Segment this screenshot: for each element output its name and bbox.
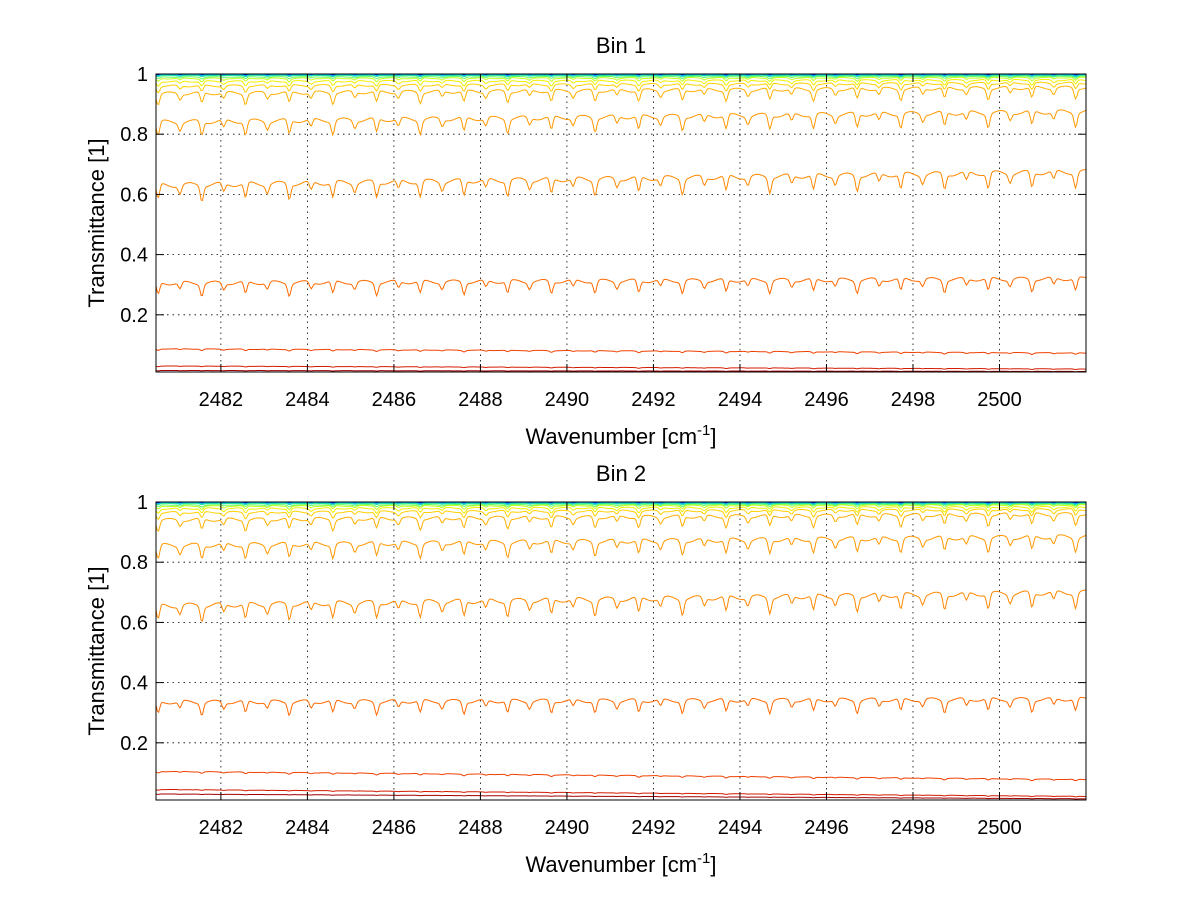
- x-tick-label: 2498: [891, 817, 936, 839]
- x-tick-label: 2488: [458, 389, 503, 411]
- y-tick-label: 1: [137, 64, 148, 86]
- x-axis-label-superscript: -1: [697, 422, 710, 439]
- y-tick-label: 0.2: [120, 733, 148, 755]
- x-tick-label: 2484: [285, 817, 330, 839]
- series-line-4: [155, 74, 1087, 78]
- x-tick-label: 2496: [804, 817, 849, 839]
- series-line-13: [155, 770, 1087, 782]
- series-line-14: [155, 365, 1087, 370]
- x-axis-label-superscript: -1: [697, 850, 710, 867]
- series-line-6: [155, 504, 1087, 510]
- series-line-4: [155, 502, 1087, 506]
- x-tick-label: 2488: [458, 817, 503, 839]
- x-axis-label: Wavenumber [cm-1]: [525, 422, 716, 449]
- series-line-10: [155, 109, 1087, 137]
- x-axis-label-text: Wavenumber [cm: [525, 852, 697, 877]
- y-tick-label: 0.4: [120, 245, 148, 267]
- x-tick-label: 2490: [545, 817, 590, 839]
- series-line-5: [155, 75, 1087, 80]
- y-tick-label: 0.8: [120, 124, 148, 146]
- series-line-15: [155, 369, 1087, 373]
- series-line-7: [155, 78, 1087, 87]
- series-line-13: [155, 348, 1087, 355]
- series-line-3: [155, 502, 1087, 505]
- x-tick-label: 2494: [718, 389, 763, 411]
- axes-box: [155, 501, 1087, 801]
- x-axis-label-end: ]: [710, 424, 716, 449]
- x-tick-label: 2496: [804, 389, 849, 411]
- x-axis-label-text: Wavenumber [cm: [525, 424, 697, 449]
- y-tick-label: 0.4: [120, 673, 148, 695]
- chart-panel-bin-2: Bin 2 2482 2484 2486 2488 2490 2492 2494 2496 24…: [84, 461, 1087, 877]
- x-tick-label: 2482: [199, 389, 244, 411]
- y-axis-label: Transmittance [1]: [84, 566, 109, 735]
- axes-box: [155, 73, 1087, 373]
- series-line-12: [155, 276, 1087, 298]
- x-tick-label: 2482: [199, 817, 244, 839]
- x-tick-label: 2484: [285, 389, 330, 411]
- series-line-14: [155, 789, 1087, 798]
- series-line-15: [155, 793, 1086, 800]
- y-tick-label: 0.6: [120, 612, 148, 634]
- x-axis-label-end: ]: [710, 852, 716, 877]
- series-line-5: [155, 503, 1087, 508]
- x-tick-label: 2492: [631, 389, 676, 411]
- x-tick-label: 2486: [372, 817, 417, 839]
- series-line-11: [155, 589, 1087, 622]
- x-tick-label: 2498: [891, 389, 936, 411]
- chart-title: Bin 1: [596, 33, 646, 58]
- ticks: 2482 2484 2486 2488 2490 2492 2494 2496 2498 2500…: [120, 492, 1086, 839]
- x-axis-label: Wavenumber [cm-1]: [525, 850, 716, 877]
- chart-panel-bin-1: Bin 1 2482 2484 2486 2488 2490 2492 2494 2496 24…: [84, 33, 1087, 449]
- y-tick-label: 0.6: [120, 184, 148, 206]
- series-line-9: [155, 512, 1087, 533]
- y-tick-label: 0.2: [120, 305, 148, 327]
- x-tick-label: 2486: [372, 389, 417, 411]
- x-tick-label: 2500: [977, 817, 1022, 839]
- series-line-10: [155, 534, 1087, 561]
- series-line-3: [155, 74, 1087, 77]
- y-tick-label: 0.8: [120, 552, 148, 574]
- series-group: [155, 73, 1087, 373]
- y-tick-label: 1: [137, 492, 148, 514]
- series-line-8: [155, 81, 1087, 94]
- x-tick-label: 2500: [977, 389, 1022, 411]
- series-line-7: [155, 506, 1087, 514]
- series-line-12: [155, 696, 1087, 717]
- x-tick-label: 2490: [545, 389, 590, 411]
- series-line-9: [155, 85, 1087, 106]
- ticks: 2482 2484 2486 2488 2490 2492 2494 2496 2498 2500…: [120, 64, 1086, 411]
- y-axis-label: Transmittance [1]: [84, 138, 109, 307]
- series-line-8: [155, 508, 1087, 520]
- series-line-6: [155, 76, 1087, 83]
- x-tick-label: 2492: [631, 817, 676, 839]
- x-tick-label: 2494: [718, 817, 763, 839]
- chart-title: Bin 2: [596, 461, 646, 486]
- series-line-11: [155, 169, 1087, 202]
